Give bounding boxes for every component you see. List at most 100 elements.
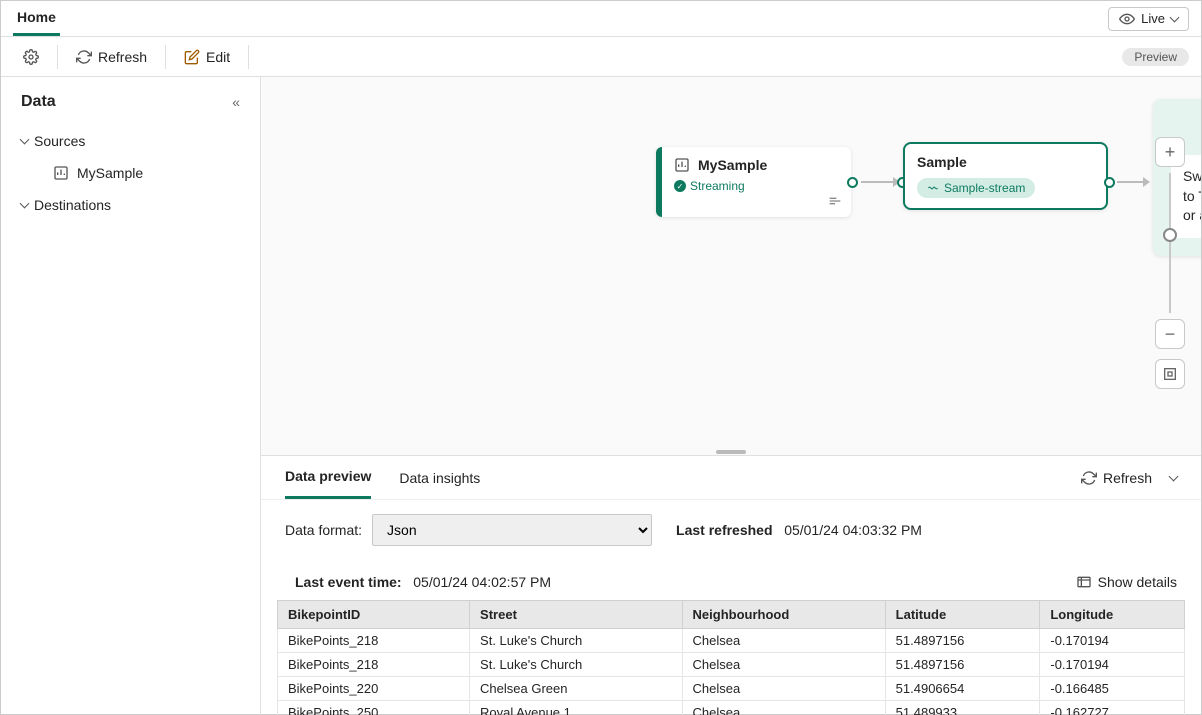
settings-button[interactable] xyxy=(13,43,49,71)
zoom-out-button[interactable]: − xyxy=(1155,319,1185,349)
fit-icon xyxy=(1162,366,1178,382)
last-event-value: 05/01/24 04:02:57 PM xyxy=(413,574,551,590)
check-icon: ✓ xyxy=(674,180,686,192)
table-row[interactable]: BikePoints_218St. Luke's ChurchChelsea51… xyxy=(278,629,1185,653)
refresh-label: Refresh xyxy=(98,49,147,65)
edit-button[interactable]: Edit xyxy=(174,43,240,71)
sidebar-group-destinations[interactable]: Destinations xyxy=(21,189,240,221)
node-title: MySample xyxy=(698,157,767,173)
table-cell: -0.162727 xyxy=(1040,701,1185,715)
last-refreshed-value: 05/01/24 04:03:32 PM xyxy=(784,522,922,538)
arrow-icon xyxy=(1143,177,1150,187)
chevron-down-icon xyxy=(20,135,30,145)
separator xyxy=(57,45,58,69)
table-row[interactable]: BikePoints_220Chelsea GreenChelsea51.490… xyxy=(278,677,1185,701)
edit-icon xyxy=(184,49,200,65)
tab-strip: Home Live xyxy=(1,1,1201,37)
data-format-select[interactable]: Json xyxy=(372,514,652,546)
stream-icon xyxy=(927,182,939,194)
zoom-in-button[interactable]: + xyxy=(1155,137,1185,167)
table-cell: -0.170194 xyxy=(1040,653,1185,677)
zoom-controls: + − xyxy=(1155,137,1185,389)
canvas-area: MySample ✓ Streaming Sample Sample-strea… xyxy=(261,77,1201,715)
show-details-button[interactable]: Show details xyxy=(1076,574,1177,590)
data-format-label: Data format: xyxy=(285,522,362,538)
fit-button[interactable] xyxy=(1155,359,1185,389)
source-icon xyxy=(53,165,69,181)
table-cell: BikePoints_220 xyxy=(278,677,470,701)
refresh-button[interactable]: Refresh xyxy=(66,43,157,71)
separator xyxy=(248,45,249,69)
output-port[interactable] xyxy=(1104,177,1115,188)
table-row[interactable]: BikePoints_250Royal Avenue 1Chelsea51.48… xyxy=(278,701,1185,715)
chip-label: Sample-stream xyxy=(944,181,1025,195)
bars-icon[interactable] xyxy=(827,193,843,209)
node-title: Sample xyxy=(917,154,1094,170)
chevron-down-icon xyxy=(1170,12,1180,22)
details-icon xyxy=(1076,574,1092,590)
tab-data-insights[interactable]: Data insights xyxy=(399,458,480,498)
edit-label: Edit xyxy=(206,49,230,65)
edge xyxy=(861,181,895,183)
table-cell: Chelsea xyxy=(682,653,885,677)
separator xyxy=(165,45,166,69)
data-table-wrap: BikepointIDStreetNeighbourhoodLatitudeLo… xyxy=(261,600,1201,715)
eye-icon xyxy=(1119,11,1135,27)
data-format-row: Data format: Json xyxy=(285,514,652,546)
panel-refresh-button[interactable]: Refresh xyxy=(1081,470,1152,486)
tab-data-preview[interactable]: Data preview xyxy=(285,456,371,499)
last-event-label: Last event time: xyxy=(295,574,402,590)
column-header[interactable]: BikepointID xyxy=(278,601,470,629)
main: Data « Sources MySample Destinations MyS… xyxy=(1,77,1201,715)
sidebar: Data « Sources MySample Destinations xyxy=(1,77,261,715)
refresh-label: Refresh xyxy=(1103,470,1152,486)
chevron-down-icon xyxy=(20,199,30,209)
bottom-panel: Data preview Data insights Refresh Data … xyxy=(261,455,1201,715)
sidebar-item-label: MySample xyxy=(77,165,143,181)
zoom-slider[interactable] xyxy=(1169,173,1171,313)
output-port[interactable] xyxy=(847,177,858,188)
data-table: BikepointIDStreetNeighbourhoodLatitudeLo… xyxy=(277,600,1185,715)
table-cell: St. Luke's Church xyxy=(470,629,683,653)
live-button[interactable]: Live xyxy=(1108,7,1189,31)
table-cell: 51.4897156 xyxy=(885,653,1040,677)
column-header[interactable]: Longitude xyxy=(1040,601,1185,629)
chevron-down-icon[interactable] xyxy=(1169,471,1179,481)
tab-home[interactable]: Home xyxy=(13,1,60,36)
node-source[interactable]: MySample ✓ Streaming xyxy=(656,147,851,217)
table-cell: St. Luke's Church xyxy=(470,653,683,677)
table-cell: Chelsea xyxy=(682,677,885,701)
canvas[interactable]: MySample ✓ Streaming Sample Sample-strea… xyxy=(261,77,1201,455)
preview-badge: Preview xyxy=(1122,48,1189,66)
column-header[interactable]: Neighbourhood xyxy=(682,601,885,629)
show-details-label: Show details xyxy=(1098,574,1177,590)
table-cell: Chelsea Green xyxy=(470,677,683,701)
zoom-thumb[interactable] xyxy=(1163,228,1177,242)
node-stream[interactable]: Sample Sample-stream xyxy=(903,142,1108,210)
table-cell: BikePoints_218 xyxy=(278,629,470,653)
refresh-icon xyxy=(1081,470,1097,486)
dest-icons: / xyxy=(1153,113,1201,134)
table-cell: -0.166485 xyxy=(1040,677,1185,701)
sources-label: Sources xyxy=(34,133,85,149)
table-cell: Chelsea xyxy=(682,629,885,653)
sidebar-item-mysample[interactable]: MySample xyxy=(21,157,240,189)
panel-resize-handle[interactable] xyxy=(261,449,1201,455)
table-row[interactable]: BikePoints_218St. Luke's ChurchChelsea51… xyxy=(278,653,1185,677)
destinations-label: Destinations xyxy=(34,197,111,213)
toolbar: Refresh Edit Preview xyxy=(1,37,1201,77)
last-event: Last event time: 05/01/24 04:02:57 PM xyxy=(295,574,551,590)
table-cell: Royal Avenue 1 xyxy=(470,701,683,715)
sidebar-group-sources[interactable]: Sources xyxy=(21,125,240,157)
stream-chip[interactable]: Sample-stream xyxy=(917,178,1035,198)
table-cell: 51.4897156 xyxy=(885,629,1040,653)
collapse-sidebar-icon[interactable]: « xyxy=(232,94,240,110)
last-refreshed: Last refreshed 05/01/24 04:03:32 PM xyxy=(676,522,922,538)
status-label: Streaming xyxy=(690,179,745,193)
last-refreshed-label: Last refreshed xyxy=(676,522,772,538)
table-cell: Chelsea xyxy=(682,701,885,715)
column-header[interactable]: Street xyxy=(470,601,683,629)
column-header[interactable]: Latitude xyxy=(885,601,1040,629)
table-cell: -0.170194 xyxy=(1040,629,1185,653)
refresh-icon xyxy=(76,49,92,65)
